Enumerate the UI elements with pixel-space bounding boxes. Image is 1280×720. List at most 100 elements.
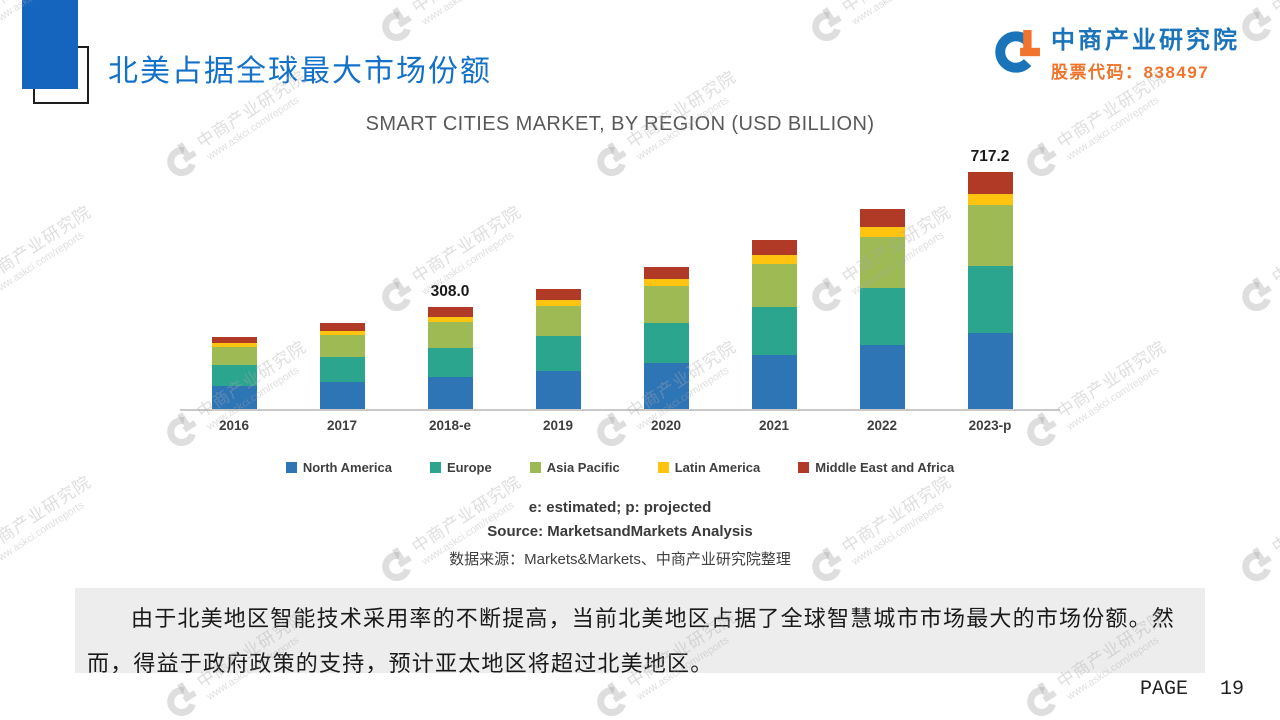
segment-2021 (751, 240, 797, 256)
x-tick-2018-e: 2018-e (428, 418, 472, 433)
legend-label: Middle East and Africa (815, 460, 955, 475)
legend-swatch-icon (429, 462, 441, 473)
bar-2018-e: 308.0 (427, 283, 473, 409)
legend-item: North America (285, 460, 392, 475)
legend-swatch-icon (798, 462, 810, 473)
legend-item: Middle East and Africa (798, 460, 954, 475)
legend-item: Latin America (657, 460, 761, 475)
bar-2019 (535, 288, 581, 409)
legend-item: Europe (429, 460, 492, 475)
segment-2019 (535, 305, 581, 337)
segment-2020 (643, 286, 689, 323)
x-tick-2016: 2016 (218, 418, 250, 433)
segment-2022 (859, 237, 905, 289)
bar-2017 (319, 323, 365, 409)
segment-2018-e (427, 307, 473, 317)
chart-legend: North America Europe Asia Pacific Latin Ame… (180, 460, 1060, 475)
segment-2018-e (427, 347, 473, 377)
segment-2017 (319, 381, 365, 409)
legend-swatch-icon (657, 462, 669, 473)
segment-2018-e (427, 376, 473, 409)
page-title: 北美占据全球最大市场份额 (108, 55, 492, 88)
chart-source-cn: 数据来源：Markets&Markets、中商产业研究院整理 (449, 551, 791, 568)
segment-2021 (751, 255, 797, 264)
legend-label: Asia Pacific (546, 460, 620, 475)
segment-2016 (211, 336, 257, 344)
page-footer: PAGE 19 (1140, 678, 1244, 701)
x-tick-2019: 2019 (542, 418, 574, 433)
header-blue-square (22, 0, 78, 89)
watermark-logo-icon (166, 681, 197, 716)
segment-2023-p (967, 333, 1013, 409)
data-label-2023-p: 717.2 (970, 148, 1010, 166)
chart-title: SMART CITIES MARKET, BY REGION (USD BILL… (365, 113, 875, 135)
segment-2023-p (967, 172, 1013, 194)
segment-2023-p (967, 205, 1013, 266)
analysis-paragraph: 由于北美地区智能技术采用率的不断提高，当前北美地区占据了全球智慧城市市场最大的市… (75, 588, 1205, 673)
legend-item: Asia Pacific (529, 460, 620, 475)
bar-2021 (751, 240, 797, 409)
segment-2017 (319, 330, 365, 336)
segment-2017 (319, 323, 365, 331)
company-name: 中商产业研究院 (1051, 27, 1240, 54)
company-logo-icon (995, 29, 1040, 73)
segment-2023-p (967, 193, 1013, 206)
segment-2022 (859, 288, 905, 346)
legend-swatch-icon (529, 462, 541, 473)
legend-swatch-icon (285, 462, 297, 473)
legend-label: North America (302, 460, 392, 475)
bar-2016 (211, 336, 257, 409)
segment-2020 (643, 363, 689, 409)
bar-2022 (859, 209, 905, 409)
segment-2019 (535, 299, 581, 306)
segment-2018-e (427, 321, 473, 348)
x-tick-2021: 2021 (758, 418, 790, 433)
chart-plot-area: 308.0 717.2 (180, 148, 1060, 411)
segment-2022 (859, 209, 905, 228)
legend-label: Europe (446, 460, 492, 475)
segment-2018-e (427, 316, 473, 322)
watermark-logo-icon (1241, 6, 1272, 41)
x-tick-2022: 2022 (866, 418, 898, 433)
chart-source: Source: MarketsandMarkets Analysis (487, 523, 753, 540)
brand: 中商产业研究院 股票代码：838497 (995, 20, 1240, 83)
page-footer-label: PAGE (1139, 678, 1188, 701)
stock-code: 股票代码：838497 (1051, 63, 1210, 82)
legend-label: Latin America (674, 460, 761, 475)
segment-2020 (643, 279, 689, 287)
segment-2016 (211, 365, 257, 386)
segment-2021 (751, 306, 797, 355)
watermark-logo-icon (596, 681, 627, 716)
segment-2023-p (967, 265, 1013, 334)
segment-2019 (535, 336, 581, 371)
chart-footnote: e: estimated; p: projected (528, 499, 712, 516)
x-tick-2020: 2020 (650, 418, 682, 433)
page-number: 19 (1219, 678, 1244, 701)
bar-2023-p: 717.2 (967, 148, 1013, 409)
segment-2016 (211, 343, 257, 347)
watermark-logo-icon (811, 6, 842, 41)
segment-2019 (535, 370, 581, 409)
segment-2017 (319, 335, 365, 357)
segment-2020 (643, 266, 689, 280)
x-tick-2023-p: 2023-p (968, 418, 1012, 433)
x-tick-2017: 2017 (326, 418, 358, 433)
segment-2017 (319, 357, 365, 382)
watermark-logo-icon (1241, 546, 1272, 581)
segment-2021 (751, 263, 797, 307)
